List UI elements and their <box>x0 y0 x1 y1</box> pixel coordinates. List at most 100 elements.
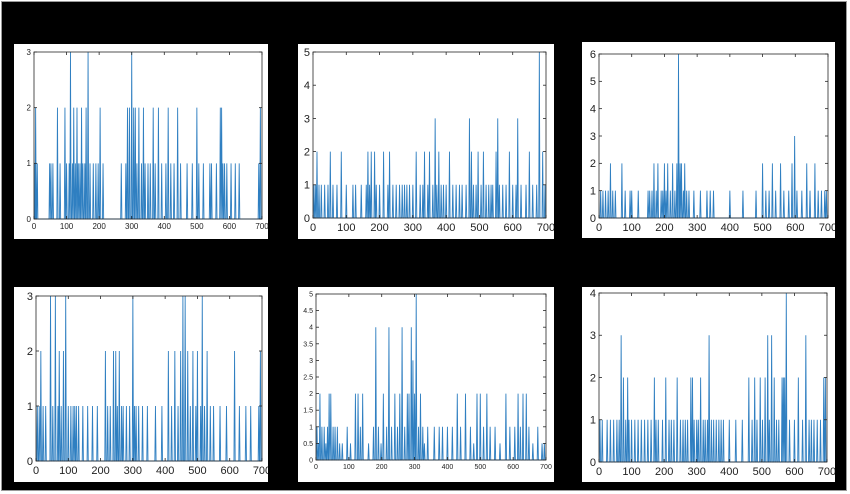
series-line <box>315 293 546 461</box>
x-tick-label: 700 <box>253 465 268 477</box>
y-tick-label: 3 <box>304 113 310 125</box>
x-tick-label: 500 <box>753 222 771 234</box>
x-tick-label: 700 <box>540 464 552 471</box>
y-tick-label: 3 <box>309 358 313 365</box>
plot-panel-3: 0 100 200 300 400 500 600 700 0 1 2 3 4 5 6 <box>582 42 835 238</box>
x-tick-label: 700 <box>818 466 835 478</box>
x-tick-label: 500 <box>470 222 488 234</box>
y-tick-label: 1 <box>309 424 313 431</box>
x-tick-label: 600 <box>786 222 804 234</box>
x-tick-label: 100 <box>622 466 640 478</box>
x-tick-label: 600 <box>507 464 519 471</box>
x-tick-label: 200 <box>91 465 109 477</box>
x-tick-label: 400 <box>442 464 454 471</box>
x-tick-label: 100 <box>623 222 641 234</box>
y-tick-label: 0 <box>309 457 313 464</box>
y-tick-label: 2 <box>590 158 596 170</box>
y-tick-label: 1 <box>304 180 310 192</box>
x-tick-label: 0 <box>596 222 602 234</box>
y-tick-label: 2 <box>590 372 596 384</box>
x-tick-label: 600 <box>221 465 239 477</box>
chart-4: 0 100 200 300 400 500 600 700 0 1 2 3 <box>27 291 268 477</box>
x-tick-label: 100 <box>337 222 355 234</box>
x-tick-label: 200 <box>92 222 106 231</box>
y-tick-label: 0 <box>27 456 33 468</box>
series-line <box>599 53 828 219</box>
y-tick-label: 2 <box>27 103 32 112</box>
y-tick-label: 3 <box>27 48 32 57</box>
x-tick-label: 100 <box>59 465 77 477</box>
axes-box <box>33 51 263 220</box>
x-tick-label: 400 <box>156 465 174 477</box>
chart-1: 0 100 200 300 400 500 600 700 0 1 2 3 <box>27 48 268 231</box>
y-tick-label: 5 <box>309 291 313 298</box>
x-tick-label: 600 <box>785 466 803 478</box>
y-tick-label: 1 <box>590 186 596 198</box>
plot-panel-6: 0 100 200 300 400 500 600 700 0 1 2 3 4 <box>582 287 835 482</box>
x-tick-label: 400 <box>158 222 172 231</box>
plot-panel-1: 0 100 200 300 400 500 600 700 0 1 2 3 <box>14 44 268 239</box>
y-tick-label: 3 <box>27 291 33 303</box>
x-tick-label: 200 <box>655 466 673 478</box>
y-tick-label: 0 <box>590 457 596 469</box>
x-tick-label: 0 <box>596 466 602 478</box>
x-tick-label: 300 <box>688 222 706 234</box>
series-line <box>36 295 262 462</box>
y-tick-label: 4 <box>309 325 313 332</box>
y-tick-label: 4 <box>304 80 310 92</box>
y-tick-label: 0.5 <box>303 441 313 448</box>
y-tick-label: 0 <box>304 213 310 225</box>
plot-panel-5: 0 100 200 300 400 500 600 700 0 0.5 1 1.5 2 2.5 3 3.5 4 4… <box>298 287 554 482</box>
plot-panel-4: 0 100 200 300 400 500 600 700 0 1 2 3 <box>14 287 268 482</box>
x-tick-label: 0 <box>314 464 318 471</box>
chart-2: 0 100 200 300 400 500 600 700 0 1 2 3 4 5 <box>304 47 554 234</box>
axes-box <box>312 51 547 219</box>
x-tick-label: 400 <box>721 222 739 234</box>
y-tick-label: 1 <box>590 415 596 427</box>
y-tick-label: 3.5 <box>303 341 313 348</box>
x-tick-label: 0 <box>33 465 39 477</box>
y-tick-label: 1 <box>27 401 33 413</box>
y-tick-label: 1.5 <box>303 408 313 415</box>
y-tick-label: 4.5 <box>303 308 313 315</box>
x-tick-label: 400 <box>437 222 455 234</box>
chart-5: 0 100 200 300 400 500 600 700 0 0.5 1 1.5 2 2.5 3 3.5 4 4… <box>303 291 552 471</box>
y-tick-label: 0 <box>590 213 596 225</box>
x-tick-label: 500 <box>190 222 204 231</box>
y-tick-label: 2 <box>304 146 310 158</box>
y-tick-label: 6 <box>590 49 596 61</box>
x-tick-label: 500 <box>474 464 486 471</box>
chart-3: 0 100 200 300 400 500 600 700 0 1 2 3 4 5 6 <box>590 49 835 234</box>
y-tick-label: 2 <box>27 346 33 358</box>
x-tick-label: 0 <box>310 222 316 234</box>
y-tick-label: 1 <box>27 159 32 168</box>
x-tick-label: 500 <box>753 466 771 478</box>
x-tick-label: 700 <box>819 222 835 234</box>
x-tick-label: 300 <box>688 466 706 478</box>
series-line <box>33 51 262 220</box>
x-tick-label: 600 <box>223 222 237 231</box>
x-tick-label: 200 <box>370 222 388 234</box>
series-line <box>312 51 547 219</box>
x-tick-label: 300 <box>404 222 422 234</box>
x-tick-label: 300 <box>125 222 139 231</box>
y-tick-label: 4 <box>590 104 596 116</box>
x-tick-label: 300 <box>409 464 421 471</box>
y-tick-label: 4 <box>590 288 596 300</box>
x-tick-label: 700 <box>537 222 554 234</box>
x-tick-label: 400 <box>720 466 738 478</box>
axes-box <box>35 295 263 462</box>
chart-6: 0 100 200 300 400 500 600 700 0 1 2 3 4 <box>590 288 835 478</box>
y-tick-label: 0 <box>27 215 32 224</box>
x-tick-label: 0 <box>32 222 37 231</box>
x-tick-label: 500 <box>188 465 206 477</box>
y-tick-label: 2.5 <box>303 374 313 381</box>
x-tick-label: 100 <box>343 464 355 471</box>
x-tick-label: 200 <box>376 464 388 471</box>
plot-panel-2: 0 100 200 300 400 500 600 700 0 1 2 3 4 5 <box>298 44 554 239</box>
y-tick-label: 3 <box>590 330 596 342</box>
y-tick-label: 5 <box>304 47 310 59</box>
axes-box <box>315 293 547 461</box>
y-tick-label: 5 <box>590 76 596 88</box>
